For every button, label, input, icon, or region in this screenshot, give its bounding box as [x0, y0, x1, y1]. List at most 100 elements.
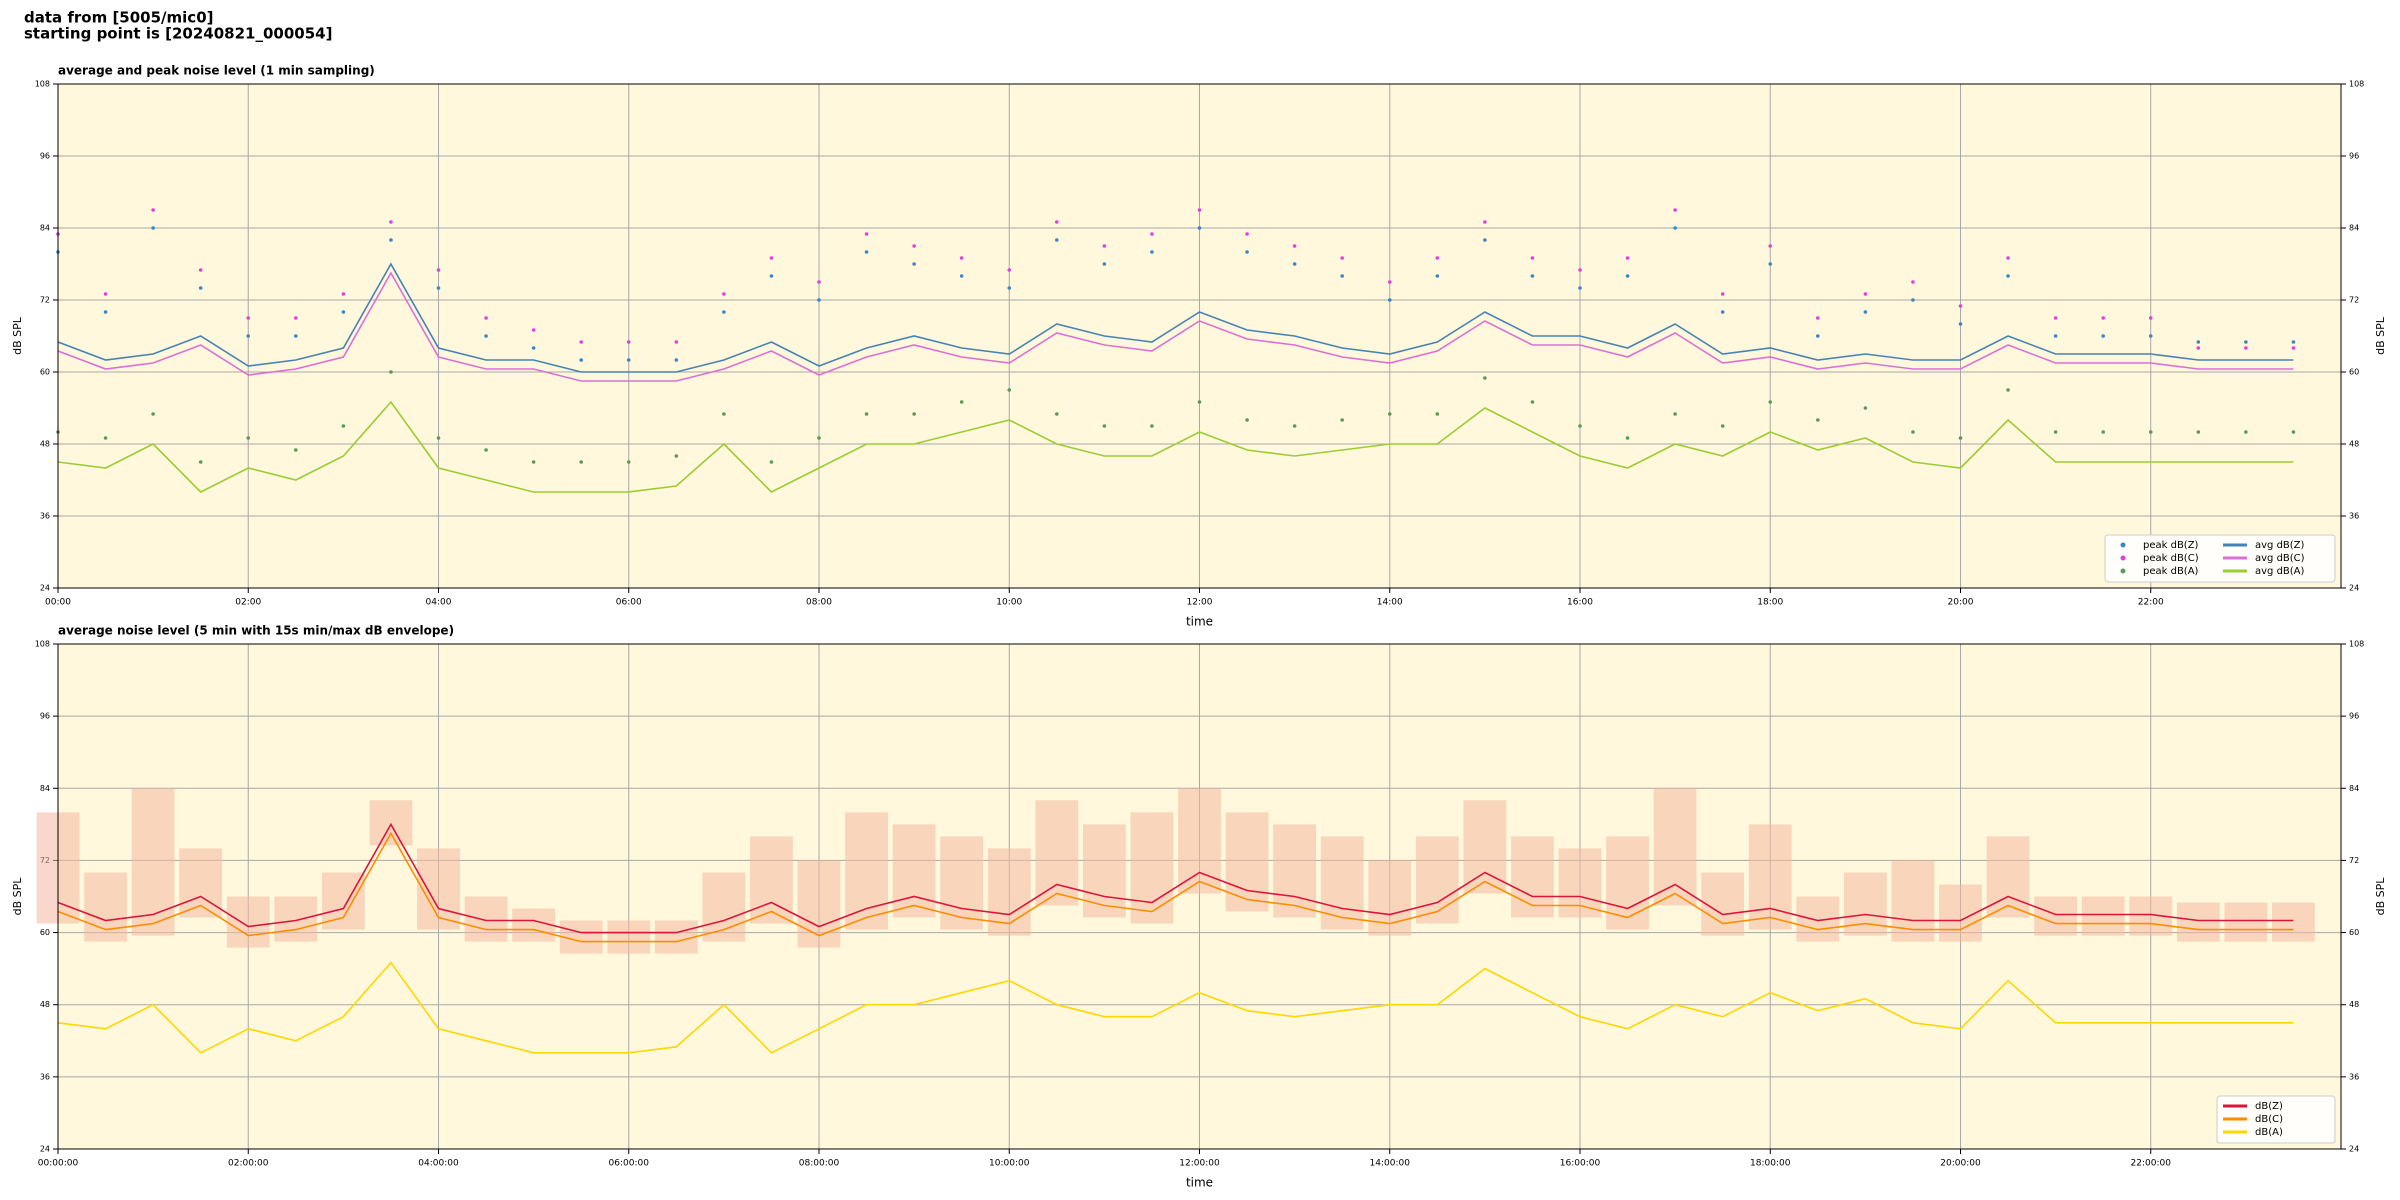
peak-dot — [484, 316, 488, 320]
peak-dot — [484, 334, 488, 338]
y-axis-label: dB SPL — [2374, 877, 2387, 916]
legend-label: avg dB(A) — [2255, 566, 2305, 577]
peak-dot — [531, 460, 536, 464]
legend-label: peak dB(C) — [2143, 553, 2199, 564]
y-tick-label: 96 — [40, 152, 50, 161]
series-line — [57, 262, 2294, 373]
x-axis-label: time — [1186, 1176, 1213, 1190]
y-tick-label: 60 — [2349, 368, 2359, 377]
peak-dot — [1340, 274, 1344, 278]
x-tick-label: 14:00:00 — [1370, 1159, 1411, 1169]
x-tick-label: 12:00:00 — [1179, 1159, 1220, 1169]
peak-dot — [151, 226, 155, 230]
y-tick-label: 108 — [35, 640, 50, 649]
peak-dot — [103, 436, 108, 440]
peak-dot — [2101, 430, 2105, 434]
peak-dot — [1578, 286, 1582, 290]
peak-dot — [817, 298, 821, 302]
peak-dot — [1816, 334, 1820, 338]
peak-dot — [959, 274, 964, 278]
x-tick-label: 06:00:00 — [609, 1159, 650, 1169]
chart-title: average noise level (5 min with 15s min/… — [58, 624, 454, 638]
peak-dot — [864, 412, 869, 416]
peak-dot — [1625, 256, 1630, 260]
peak-dot — [1197, 208, 1202, 212]
peak-dot — [912, 262, 916, 266]
peak-dot — [1958, 322, 1963, 326]
peak-dot — [1720, 310, 1725, 314]
peak-dot — [2148, 316, 2153, 320]
legend-label: dB(C) — [2255, 1114, 2283, 1125]
x-tick-label: 16:00 — [1567, 598, 1593, 608]
peak-dot — [1055, 238, 1059, 242]
peak-dot — [626, 340, 631, 344]
peak-dot — [1102, 244, 1107, 248]
peak-dot — [1007, 388, 1012, 392]
peak-dot — [626, 358, 631, 362]
peak-dot — [1720, 424, 1725, 428]
peak-dot — [1911, 430, 1915, 434]
y-tick-label: 108 — [2349, 80, 2364, 89]
legend-label: avg dB(C) — [2255, 553, 2305, 564]
peak-dot — [817, 280, 821, 284]
peak-dot — [674, 454, 679, 458]
peak-dot — [389, 220, 393, 224]
peak-dot — [1958, 436, 1963, 440]
peak-dot — [674, 340, 679, 344]
y-tick-label: 60 — [2349, 928, 2359, 937]
x-tick-label: 16:00:00 — [1560, 1159, 1601, 1169]
peak-dot — [389, 370, 393, 374]
x-tick-label: 00:00 — [45, 598, 71, 608]
y-tick-label: 84 — [40, 784, 50, 793]
y-tick-label: 96 — [40, 712, 50, 721]
y-tick-label: 84 — [40, 224, 50, 233]
peak-dot — [2291, 430, 2296, 434]
peak-dot — [246, 436, 251, 440]
peak-dot — [531, 346, 536, 350]
legend-label: dB(Z) — [2255, 1101, 2283, 1112]
peak-dot — [2196, 430, 2201, 434]
peak-dot — [103, 292, 108, 296]
legend-label: dB(A) — [2255, 1127, 2283, 1138]
y-tick-label: 36 — [40, 1072, 50, 1081]
x-tick-label: 18:00 — [1757, 598, 1783, 608]
legend-symbol — [2120, 555, 2126, 561]
x-tick-label: 04:00 — [426, 598, 452, 608]
plot-frame — [57, 83, 2342, 589]
peak-dot — [246, 334, 251, 338]
peak-dot — [103, 310, 108, 314]
peak-dot — [151, 412, 155, 416]
peak-dot — [864, 232, 869, 236]
chart-title: average and peak noise level (1 min samp… — [58, 64, 375, 78]
peak-dot — [389, 238, 393, 242]
peak-dot — [2244, 340, 2248, 344]
peak-dot — [198, 268, 203, 272]
peak-dot — [959, 256, 964, 260]
peak-dot — [341, 310, 346, 314]
peak-dot — [1625, 436, 1630, 440]
y-tick-label: 36 — [40, 512, 50, 521]
y-tick-label: 72 — [2349, 296, 2359, 305]
peak-dot — [341, 424, 346, 428]
peak-dot — [1625, 274, 1630, 278]
x-tick-label: 08:00 — [806, 598, 832, 608]
peak-dot — [722, 310, 726, 314]
peak-dot — [1578, 268, 1582, 272]
legend-label: peak dB(Z) — [2143, 540, 2199, 551]
peak-dot — [1816, 316, 1820, 320]
peak-dot — [1055, 220, 1059, 224]
peak-dot — [1150, 232, 1154, 236]
peak-dot — [1958, 304, 1963, 308]
y-tick-label: 60 — [40, 928, 50, 937]
x-tick-label: 10:00:00 — [989, 1159, 1030, 1169]
peak-dot — [1292, 262, 1297, 266]
peak-dot — [912, 412, 916, 416]
peak-dot — [1102, 424, 1107, 428]
y-axis-label: dB SPL — [11, 877, 24, 916]
y-tick-label: 48 — [2349, 440, 2359, 449]
y-tick-label: 24 — [2349, 584, 2359, 593]
peak-dot — [1150, 424, 1154, 428]
y-tick-label: 24 — [2349, 1145, 2359, 1154]
peak-dot — [341, 292, 346, 296]
peak-dot — [151, 208, 155, 212]
